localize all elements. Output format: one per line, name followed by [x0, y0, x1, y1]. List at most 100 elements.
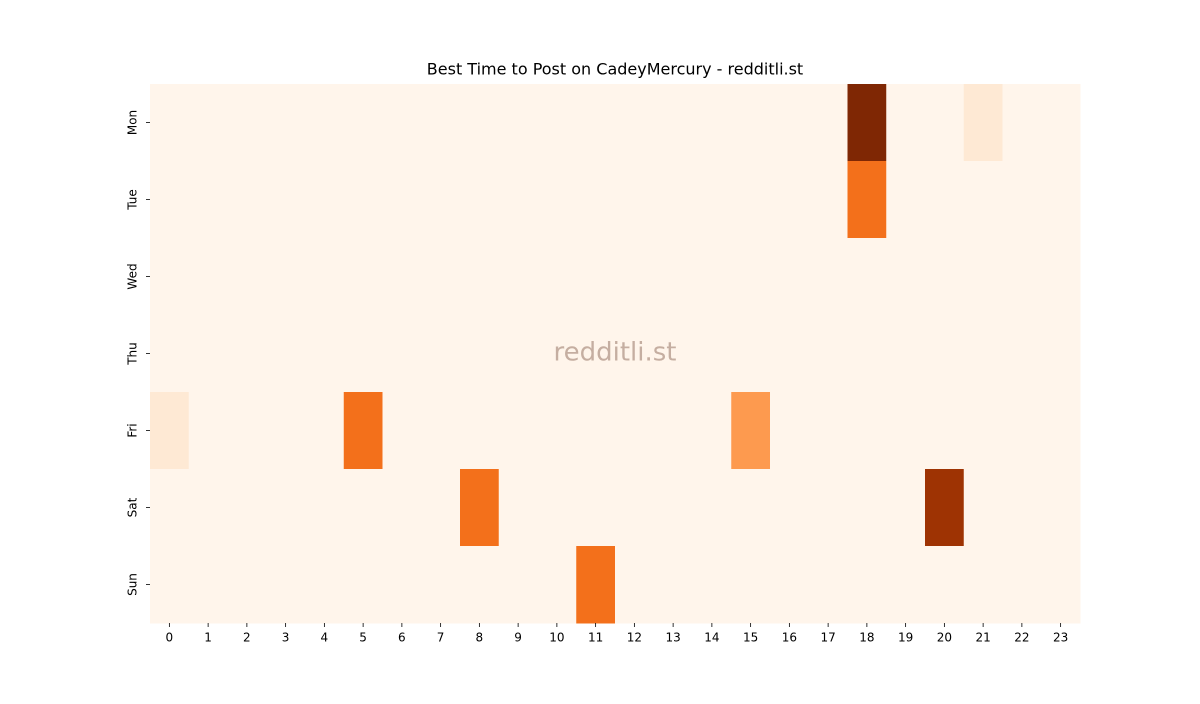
heatmap-cell [305, 392, 345, 470]
x-tick-label: 20 [937, 631, 952, 645]
heatmap-cell [925, 161, 965, 239]
heatmap-cell [615, 238, 655, 316]
heatmap-cell [808, 84, 848, 162]
x-tick-label: 22 [1014, 631, 1029, 645]
heatmap-cell [227, 84, 267, 162]
heatmap-cell [808, 469, 848, 547]
y-tick-label: Tue [126, 189, 140, 211]
heatmap-cell [343, 315, 383, 393]
heatmap-cell [305, 315, 345, 393]
heatmap-cell [305, 546, 345, 624]
heatmap-cell [266, 392, 306, 470]
heatmap-cell [1002, 469, 1042, 547]
watermark: redditli.st [554, 338, 677, 368]
x-tick-label: 16 [782, 631, 797, 645]
x-tick-label: 9 [514, 631, 522, 645]
heatmap-cell [847, 161, 887, 239]
x-tick-label: 11 [588, 631, 603, 645]
heatmap-cell [343, 84, 383, 162]
heatmap-cell [266, 84, 306, 162]
heatmap-cell [770, 392, 810, 470]
heatmap-cell [653, 84, 693, 162]
heatmap-cell [808, 238, 848, 316]
heatmap-cell [1041, 238, 1081, 316]
heatmap-cell [1041, 392, 1081, 470]
heatmap-cell [731, 546, 771, 624]
chart-title: Best Time to Post on CadeyMercury - redd… [427, 60, 803, 79]
heatmap-cell [1002, 392, 1042, 470]
heatmap-cell [963, 315, 1003, 393]
x-tick-label: 3 [282, 631, 290, 645]
x-tick-label: 15 [743, 631, 758, 645]
heatmap-cell [963, 84, 1003, 162]
heatmap-cell [808, 392, 848, 470]
heatmap-cell [266, 315, 306, 393]
x-tick-label: 7 [437, 631, 445, 645]
heatmap-cell [188, 84, 228, 162]
heatmap-cell [421, 392, 461, 470]
heatmap-cell [421, 84, 461, 162]
heatmap-cell [150, 84, 190, 162]
heatmap-cell [498, 161, 538, 239]
heatmap-cell [653, 546, 693, 624]
heatmap-cell [382, 546, 422, 624]
heatmap-cell [188, 315, 228, 393]
heatmap-cell [188, 161, 228, 239]
heatmap-cell [692, 238, 732, 316]
heatmap-cell [1002, 84, 1042, 162]
heatmap-cell [537, 238, 577, 316]
x-tick-label: 4 [321, 631, 329, 645]
heatmap-cell [653, 238, 693, 316]
heatmap-cell [305, 238, 345, 316]
x-tick-label: 17 [820, 631, 835, 645]
heatmap-cell [576, 469, 616, 547]
heatmap-cell [963, 469, 1003, 547]
heatmap-cell [460, 161, 500, 239]
heatmap-cell [963, 392, 1003, 470]
heatmap-cell [227, 392, 267, 470]
heatmap-cell [382, 238, 422, 316]
heatmap-cell [653, 161, 693, 239]
heatmap-cell [382, 84, 422, 162]
heatmap-cell [770, 546, 810, 624]
heatmap-cell [847, 546, 887, 624]
heatmap-cell [460, 238, 500, 316]
heatmap-cell [305, 84, 345, 162]
x-tick-label: 0 [166, 631, 174, 645]
heatmap-cell [1002, 315, 1042, 393]
heatmap-cell [653, 392, 693, 470]
heatmap-cell [382, 315, 422, 393]
x-tick-label: 13 [665, 631, 680, 645]
heatmap-cell [1041, 546, 1081, 624]
heatmap-cell [498, 238, 538, 316]
heatmap-cell [1002, 161, 1042, 239]
heatmap-cell [886, 84, 926, 162]
heatmap-cell [692, 315, 732, 393]
heatmap-cell [1002, 238, 1042, 316]
heatmap-cell [692, 392, 732, 470]
heatmap-cell [731, 469, 771, 547]
heatmap-cell [576, 392, 616, 470]
heatmap-cell [925, 315, 965, 393]
x-tick-label: 2 [243, 631, 251, 645]
heatmap-cell [150, 469, 190, 547]
heatmap-cell [188, 469, 228, 547]
heatmap-cell [266, 161, 306, 239]
heatmap-cell [770, 161, 810, 239]
heatmap-cell [421, 469, 461, 547]
heatmap-cell [615, 161, 655, 239]
heatmap-cell [847, 392, 887, 470]
heatmap-cells [150, 84, 1081, 624]
heatmap-cell [615, 392, 655, 470]
heatmap-cell [1041, 84, 1081, 162]
heatmap-cell [460, 315, 500, 393]
heatmap-cell [305, 469, 345, 547]
heatmap-cell [847, 84, 887, 162]
heatmap-cell [382, 392, 422, 470]
heatmap-cell [343, 392, 383, 470]
heatmap-cell [847, 469, 887, 547]
heatmap-cell [498, 84, 538, 162]
heatmap-cell [150, 238, 190, 316]
heatmap-cell [188, 546, 228, 624]
heatmap-cell [963, 238, 1003, 316]
